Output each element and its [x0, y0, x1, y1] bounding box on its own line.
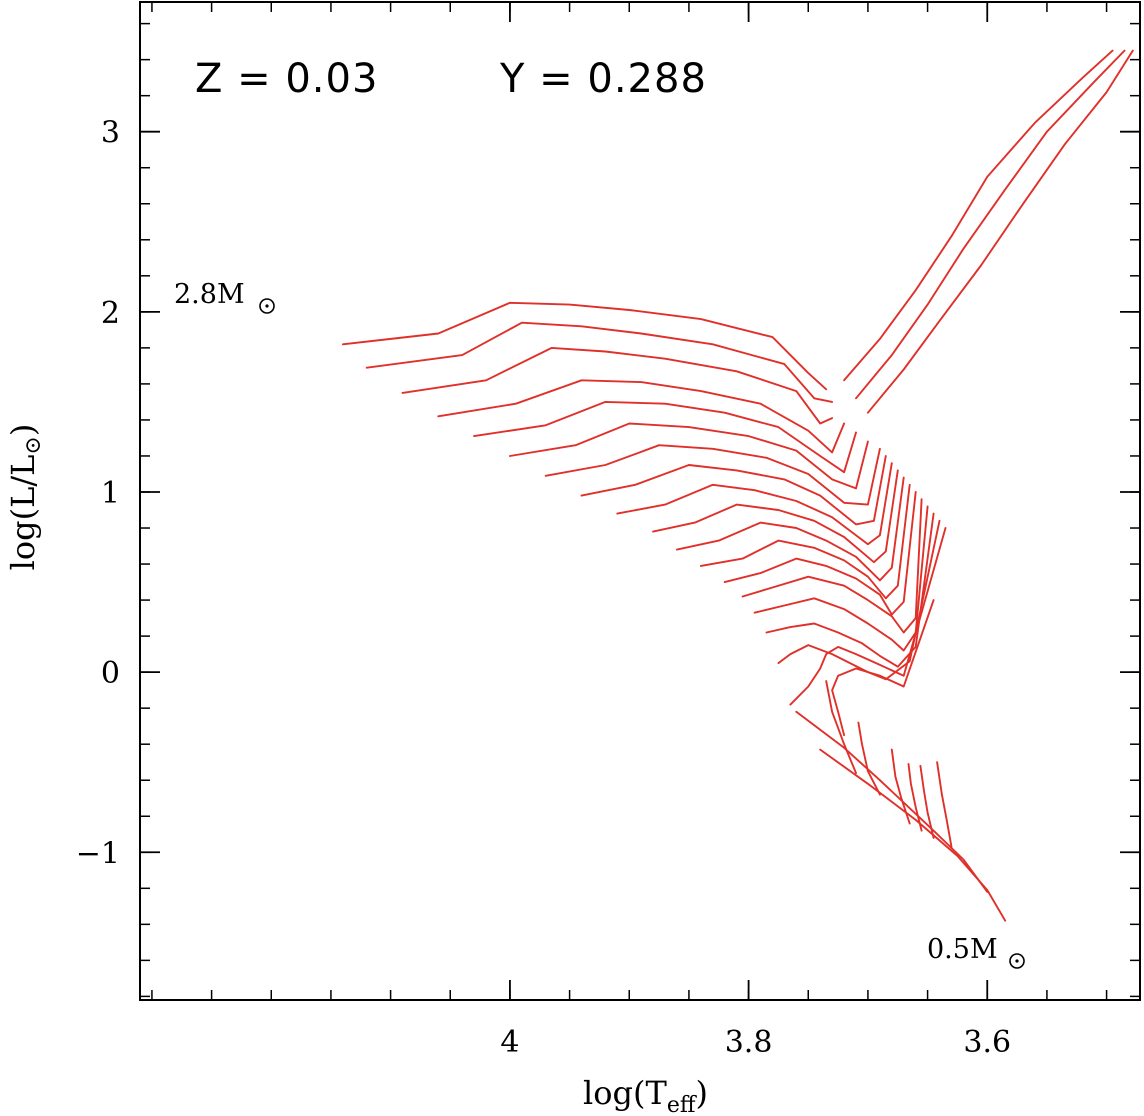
- track-1.5: [741, 498, 923, 634]
- track-2.2: [544, 444, 881, 506]
- sun-symbol-icon: [259, 298, 275, 314]
- y-tick-labels: −1 0 1 2 3: [76, 116, 120, 872]
- track-1.9: [652, 469, 899, 564]
- mass-label-low-text: 0.5M: [927, 934, 998, 965]
- metallicity-label: Z = 0.03: [195, 56, 378, 102]
- minor-ticks: [140, 2, 1140, 1000]
- sun-symbol-icon: [1009, 953, 1025, 969]
- track-2.0: [616, 462, 893, 546]
- track-1.7: [699, 483, 911, 600]
- y-tick-label: 3: [101, 116, 120, 151]
- major-ticks: [140, 2, 1140, 1000]
- x-axis-label: log(Teff): [583, 1074, 708, 1116]
- track-1.8: [676, 476, 905, 582]
- track-0.7: [907, 763, 923, 832]
- mass-label-high-text: 2.8M: [174, 279, 245, 310]
- y-tick-label: 1: [101, 476, 120, 511]
- track-0.75: [890, 748, 911, 825]
- track-0.55: [795, 710, 989, 893]
- track-1.1: [789, 527, 947, 706]
- x-tick-labels: 4 3.8 3.6: [500, 1025, 1011, 1060]
- sun-symbol-dot: [1015, 959, 1019, 963]
- track-0.8: [857, 721, 881, 796]
- track-2.6: [401, 346, 834, 425]
- sun-symbol-dot: [265, 304, 269, 308]
- track-2.8: [341, 301, 828, 391]
- track-0.6: [936, 761, 953, 848]
- track-1.2: [777, 519, 941, 681]
- track-2.3: [508, 422, 869, 490]
- mass-label-low: 0.5M: [927, 934, 1025, 969]
- helium-label: Y = 0.288: [499, 56, 707, 102]
- track-rgb-3: [866, 49, 1134, 414]
- track-2.5: [437, 379, 846, 454]
- track-0.65: [919, 764, 935, 839]
- track-rgb-2: [855, 49, 1126, 400]
- track-1.0: [831, 599, 935, 737]
- x-tick-label: 3.8: [725, 1025, 773, 1060]
- track-rgb-1: [843, 49, 1114, 382]
- y-axis-label: log(L/L⊙): [4, 424, 46, 571]
- track-2.4: [473, 400, 857, 474]
- mass-label-high: 2.8M: [174, 279, 275, 314]
- track-0.5: [819, 748, 1007, 922]
- x-tick-label: 3.6: [963, 1025, 1011, 1060]
- track-1.4: [753, 505, 929, 652]
- y-tick-label: 2: [101, 296, 120, 331]
- y-tick-label: −1: [76, 836, 120, 871]
- track-2.7: [365, 321, 834, 403]
- x-tick-label: 4: [500, 1025, 519, 1060]
- plot-frame: [139, 1, 1141, 1001]
- track-0.9: [825, 680, 857, 774]
- y-tick-label: 0: [101, 656, 120, 691]
- track-1.6: [723, 491, 917, 616]
- evolutionary-tracks: [341, 49, 1134, 922]
- track-2.1: [580, 455, 887, 526]
